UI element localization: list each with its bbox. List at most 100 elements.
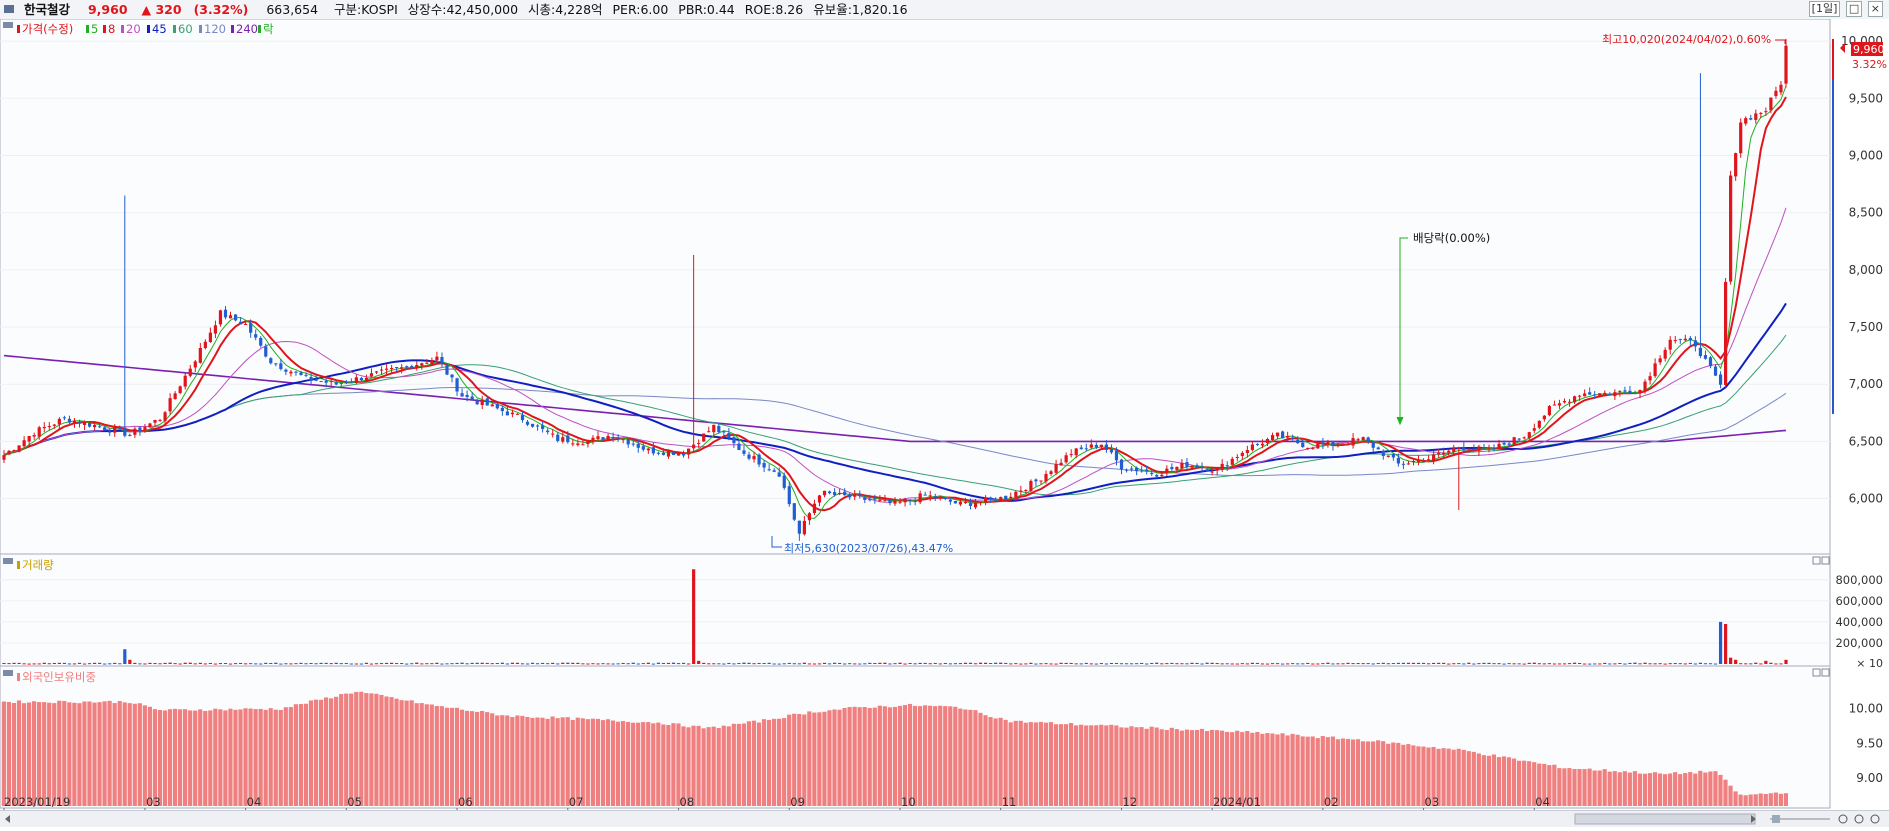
candle-body (465, 394, 469, 397)
candle-body (168, 398, 172, 412)
volume-bar (606, 663, 610, 665)
foreign-ratio-bar (424, 704, 429, 806)
menu-icon[interactable] (4, 5, 14, 13)
panel-icon[interactable] (3, 22, 13, 28)
candle-body (611, 437, 615, 439)
foreign-ratio-bar (832, 709, 837, 806)
high-annotation: 최고10,020(2024/04/02),0.60% (1602, 33, 1771, 46)
foreign-ratio-bar (1693, 773, 1698, 806)
volume-bar (244, 663, 248, 665)
volume-bar (1522, 663, 1526, 665)
volume-bar (1487, 662, 1491, 664)
x-tick-label: 03 (146, 795, 161, 809)
volume-bar (208, 663, 212, 665)
zoom-out-icon[interactable] (1838, 814, 1848, 824)
foreign-close-icon[interactable] (1821, 668, 1830, 677)
volume-close-icon[interactable] (1821, 556, 1830, 565)
foreign-ratio-bar (1164, 730, 1169, 806)
zoom-in-icon[interactable] (1854, 814, 1864, 824)
candle-body (1658, 358, 1662, 363)
period-button[interactable]: [1일] (1808, 1, 1841, 17)
scroll-thumb[interactable] (1574, 813, 1756, 825)
foreign-ratio-bar (459, 709, 465, 806)
candle-body (72, 420, 77, 424)
foreign-ratio-bar (525, 716, 530, 806)
volume-bar (1532, 662, 1536, 664)
scroll-left-icon[interactable] (5, 815, 10, 823)
candle-body (1784, 45, 1788, 84)
candle-body (148, 423, 152, 428)
candle-body (571, 443, 575, 445)
volume-bar (1593, 663, 1597, 665)
candle-body (193, 361, 197, 368)
foreign-ratio-bar (1320, 736, 1325, 806)
scroll-right-icon[interactable] (1751, 815, 1756, 823)
foreign-ratio-bar (1577, 769, 1582, 806)
volume-bar (1426, 663, 1431, 665)
candle-body (1270, 435, 1275, 441)
zoom-slider-handle[interactable] (1772, 815, 1780, 823)
candle-body (17, 445, 21, 452)
foreign-ratio-bar (1270, 733, 1275, 806)
foreign-maximize-icon[interactable] (1812, 668, 1821, 677)
candle-body (676, 453, 681, 456)
candle-body (621, 439, 625, 441)
volume-bar (948, 663, 952, 665)
volume-bar (22, 663, 26, 665)
foreign-ratio-bar (102, 701, 107, 806)
volume-bar (1160, 663, 1164, 665)
restore-icon[interactable]: □ (1845, 1, 1863, 17)
foreign-ratio-bar (1522, 760, 1527, 806)
candle-body (218, 310, 223, 325)
volume-bar (238, 662, 243, 664)
x-tick-label: 2023/01/19 (4, 795, 70, 809)
candle-body (505, 411, 509, 416)
scroll-bar[interactable] (0, 810, 1889, 827)
volume-bar (1260, 663, 1265, 665)
candle-body (1104, 444, 1109, 450)
candle-body (1744, 118, 1748, 124)
legend-ma5-swatch (86, 25, 89, 33)
volume-unit-label: × 10 (1856, 657, 1883, 670)
listed-shares: 상장수:42,450,000 (407, 2, 519, 17)
foreign-tick-label: 10.00 (1849, 702, 1883, 716)
candle-body (797, 520, 801, 534)
foreign-ratio-bar (1104, 725, 1109, 806)
legend-ma240: 240 (236, 22, 258, 36)
candle-body (108, 431, 112, 433)
candle-body (762, 462, 766, 468)
candle-body (843, 491, 847, 496)
volume-bar (354, 663, 358, 665)
volume-bar (344, 663, 348, 665)
foreign-ratio-bar (500, 715, 505, 806)
candle-body (223, 309, 228, 318)
foreign-panel-icon[interactable] (3, 670, 13, 676)
foreign-ratio-bar (666, 725, 671, 806)
volume-bar (812, 663, 817, 665)
zoom-reset-icon[interactable] (1870, 814, 1880, 824)
foreign-ratio-bar (1763, 793, 1768, 806)
volume-bar (1165, 663, 1169, 665)
foreign-ratio-bar (787, 714, 792, 806)
candle-body (1683, 338, 1687, 341)
volume-bar (1009, 663, 1013, 665)
stock-chart[interactable]: 10,0009,5009,0008,5008,0007,5007,0006,50… (0, 19, 1889, 810)
last-change-label: 3.32% (1852, 58, 1887, 71)
volume-bar (1507, 663, 1511, 665)
volume-bar (259, 663, 263, 665)
foreign-ratio-bar (1617, 772, 1622, 806)
volume-panel-icon[interactable] (3, 558, 13, 564)
volume-bar (1447, 663, 1451, 665)
foreign-ratio-bar (716, 728, 721, 806)
candle-body (908, 499, 912, 501)
foreign-ratio-bar (1038, 721, 1043, 806)
volume-bar (1774, 663, 1778, 665)
foreign-ratio-bar (746, 721, 752, 806)
volume-bar (958, 663, 963, 665)
foreign-ratio-bar (1360, 741, 1366, 806)
candle-body (1759, 112, 1763, 114)
volume-maximize-icon[interactable] (1812, 556, 1821, 565)
candle-body (1160, 474, 1164, 477)
volume-bar (32, 663, 36, 665)
close-icon[interactable]: × (1867, 1, 1883, 17)
